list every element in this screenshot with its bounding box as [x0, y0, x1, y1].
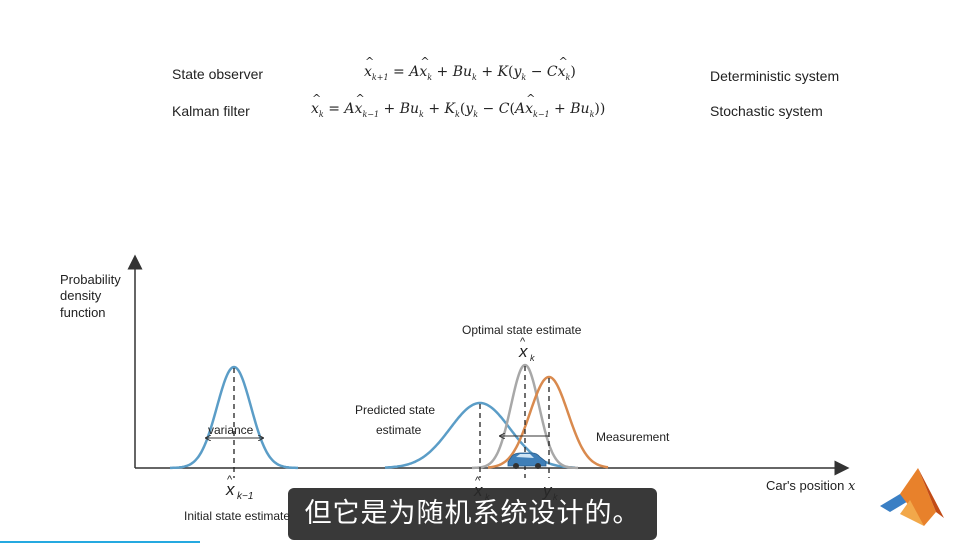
optimal-xhat-symbol: x: [518, 342, 528, 361]
ylabel-line2: density: [60, 288, 102, 303]
measurement-label: Measurement: [596, 430, 670, 444]
state-observer-equation: xk+1 = Axk + Buk + K(yk − Cxk): [364, 55, 576, 82]
deterministic-system-label: Deterministic system: [710, 68, 840, 84]
ylabel-line1: Probability: [60, 272, 121, 287]
variance-label: variance: [208, 423, 254, 437]
kalman-filter-label: Kalman filter: [172, 103, 250, 119]
state-observer-label: State observer: [172, 66, 264, 82]
car-icon: [507, 452, 547, 469]
optimal-xhat-subscript: k: [530, 353, 535, 363]
xlabel: Car's position x: [766, 478, 856, 494]
subtitle-caption: 但它是为随机系统设计的。: [288, 488, 657, 540]
matlab-logo-icon: [880, 468, 944, 526]
predicted-label-line1: Predicted state: [355, 403, 435, 417]
kalman-filter-equation: xk = Axk−1 + Buk + Kk(yk − C(Axk−1 + Buk…: [311, 92, 605, 119]
predicted-label-line2: estimate: [376, 423, 422, 437]
optimal-estimate-curve: [472, 363, 578, 470]
ylabel-line3: function: [60, 305, 106, 320]
initial-xhat-symbol: x: [225, 480, 235, 499]
measurement-curve: [487, 375, 609, 469]
initial-xhat-subscript: k−1: [237, 491, 253, 502]
svg-text:^: ^: [520, 336, 526, 348]
stochastic-system-label: Stochastic system: [710, 103, 823, 119]
svg-text:^: ^: [227, 474, 233, 486]
video-progress-bar: [0, 541, 200, 543]
svg-text:^: ^: [475, 475, 481, 487]
optimal-label: Optimal state estimate: [462, 323, 582, 337]
initial-estimate-curve: [170, 365, 298, 470]
initial-label: Initial state estimate: [184, 509, 290, 523]
